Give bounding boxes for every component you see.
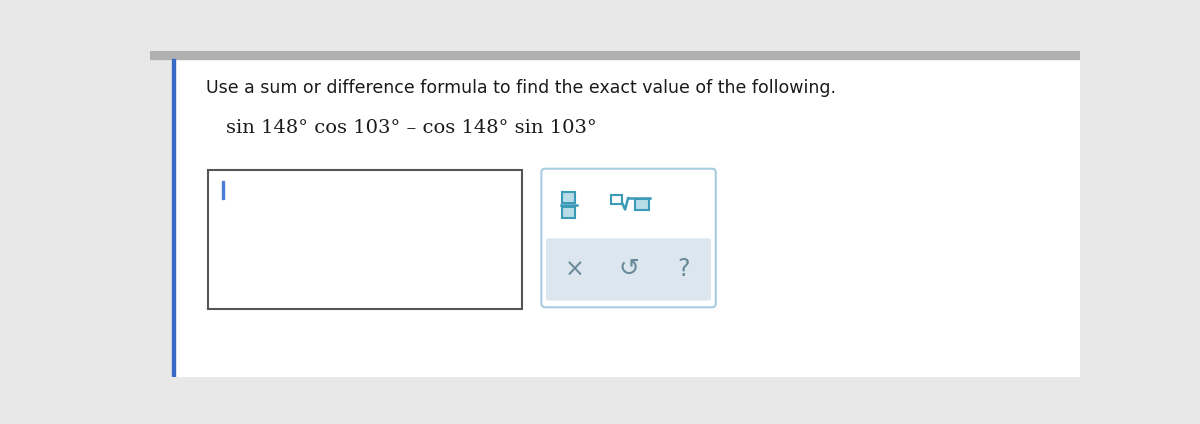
Text: ↺: ↺ — [618, 257, 640, 282]
Bar — [563, 192, 576, 203]
Text: sin 148° cos 103° – cos 148° sin 103°: sin 148° cos 103° – cos 148° sin 103° — [226, 119, 596, 137]
Bar — [563, 207, 576, 218]
Bar — [635, 199, 649, 210]
Text: ?: ? — [677, 257, 690, 282]
Bar — [611, 195, 622, 204]
Bar — [208, 170, 522, 309]
Text: Use a sum or difference formula to find the exact value of the following.: Use a sum or difference formula to find … — [206, 79, 835, 97]
Text: ×: × — [565, 257, 584, 282]
FancyBboxPatch shape — [541, 169, 715, 307]
FancyBboxPatch shape — [546, 238, 712, 301]
Bar — [150, 51, 1080, 59]
Bar — [172, 59, 175, 377]
Bar — [222, 181, 224, 199]
